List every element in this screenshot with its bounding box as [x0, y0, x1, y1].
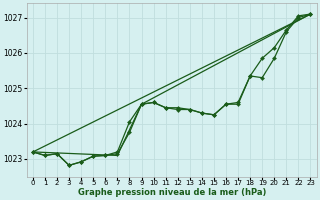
X-axis label: Graphe pression niveau de la mer (hPa): Graphe pression niveau de la mer (hPa)	[77, 188, 266, 197]
